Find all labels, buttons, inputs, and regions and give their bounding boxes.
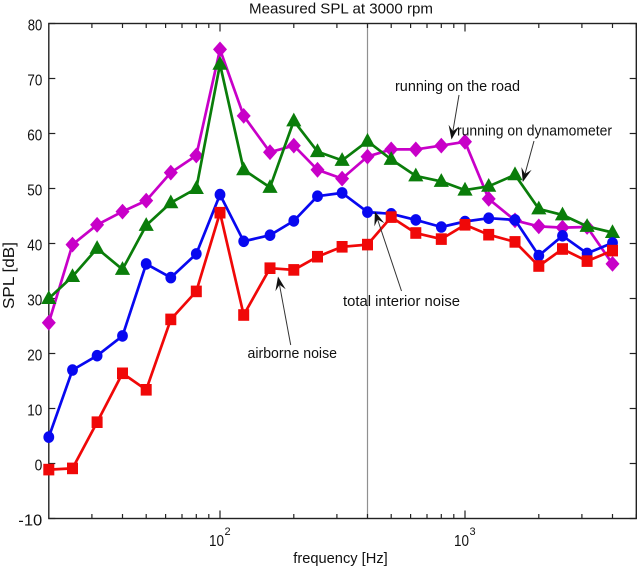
svg-text:airborne noise: airborne noise: [248, 346, 338, 362]
svg-text:50: 50: [27, 182, 42, 199]
svg-text:running on dynamometer: running on dynamometer: [457, 124, 612, 140]
svg-text:10: 10: [209, 533, 224, 550]
svg-text:60: 60: [27, 127, 42, 144]
svg-text:-10: -10: [18, 512, 42, 529]
svg-text:Measured SPL at 3000 rpm: Measured SPL at 3000 rpm: [249, 1, 433, 18]
svg-text:total interior noise: total interior noise: [343, 294, 460, 310]
svg-text:SPL [dB]: SPL [dB]: [1, 242, 18, 309]
svg-text:80: 80: [28, 17, 43, 34]
svg-text:running on the road: running on the road: [395, 79, 520, 95]
svg-text:frequency [Hz]: frequency [Hz]: [293, 550, 388, 567]
svg-text:2: 2: [225, 526, 231, 538]
svg-text:40: 40: [27, 237, 42, 254]
svg-text:20: 20: [27, 347, 42, 364]
svg-text:30: 30: [27, 292, 42, 309]
svg-text:10: 10: [27, 402, 42, 419]
svg-text:10: 10: [454, 533, 469, 550]
svg-text:3: 3: [470, 526, 476, 538]
svg-text:0: 0: [35, 457, 43, 474]
svg-text:70: 70: [27, 72, 42, 89]
